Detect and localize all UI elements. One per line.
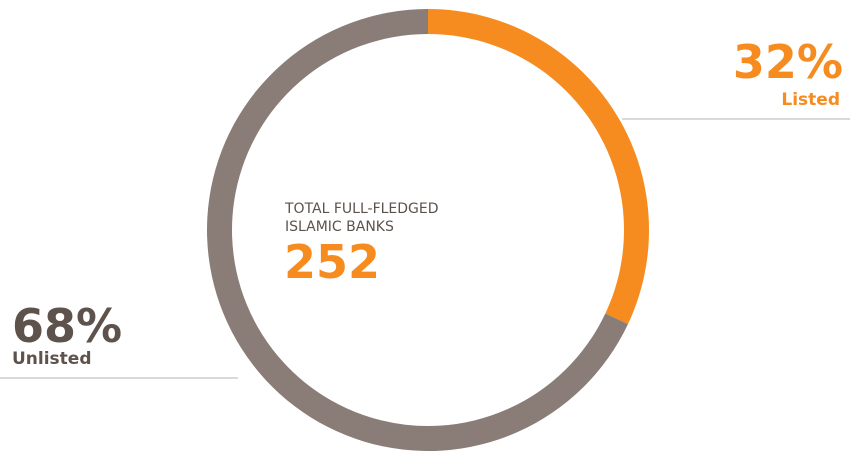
center-value: 252 (284, 235, 380, 289)
value-label: 32% (733, 35, 843, 89)
category-label: Unlisted (12, 349, 92, 369)
center-label: TOTAL FULL-FLEDGED (284, 201, 439, 217)
donut (207, 9, 650, 451)
center-label: ISLAMIC BANKS (285, 219, 394, 235)
category-label: Listed (781, 90, 840, 110)
donut-segment (428, 9, 650, 325)
value-label: 68% (12, 299, 122, 353)
